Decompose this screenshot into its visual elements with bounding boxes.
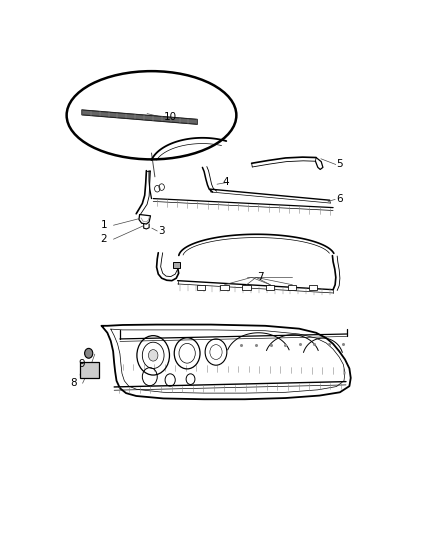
Text: 4: 4 bbox=[223, 177, 230, 187]
Bar bbox=[309, 285, 317, 290]
Circle shape bbox=[148, 350, 158, 361]
Circle shape bbox=[80, 372, 86, 378]
Text: 3: 3 bbox=[158, 226, 165, 236]
Text: 7: 7 bbox=[257, 272, 263, 282]
Polygon shape bbox=[80, 361, 99, 378]
Text: 10: 10 bbox=[163, 112, 177, 122]
Text: 8: 8 bbox=[70, 378, 77, 388]
Polygon shape bbox=[173, 262, 180, 268]
Polygon shape bbox=[82, 110, 197, 124]
Text: 6: 6 bbox=[336, 193, 343, 204]
Text: 9: 9 bbox=[79, 359, 85, 369]
Text: 5: 5 bbox=[336, 159, 343, 168]
Bar bbox=[288, 285, 297, 290]
Circle shape bbox=[85, 349, 93, 358]
Bar bbox=[220, 285, 229, 290]
Text: 1: 1 bbox=[101, 220, 107, 230]
Bar bbox=[243, 285, 251, 290]
Bar bbox=[197, 285, 205, 290]
Text: 2: 2 bbox=[101, 234, 107, 244]
Bar bbox=[266, 285, 274, 290]
